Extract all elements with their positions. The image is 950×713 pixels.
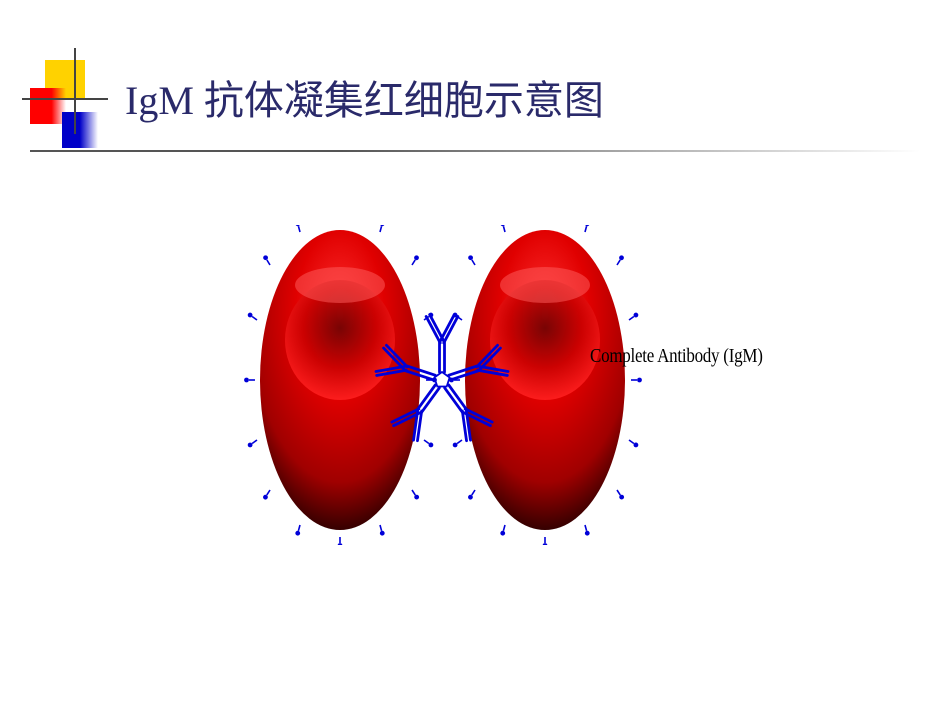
slide-title: IgM 抗体凝集红细胞示意图 [125,68,604,126]
diagram-svg [225,225,665,545]
slide: IgM 抗体凝集红细胞示意图 [0,0,950,713]
rbc-agglutination-diagram [225,225,765,545]
title-bullet-graphic [30,60,120,160]
diagram-caption: Complete Antibody (IgM) [590,345,763,368]
title-underline [30,150,920,152]
bullet-vertical-line [74,48,76,134]
bullet-square-red [30,88,66,124]
bullet-horizontal-line [22,98,108,100]
bullet-square-blue [62,112,98,148]
